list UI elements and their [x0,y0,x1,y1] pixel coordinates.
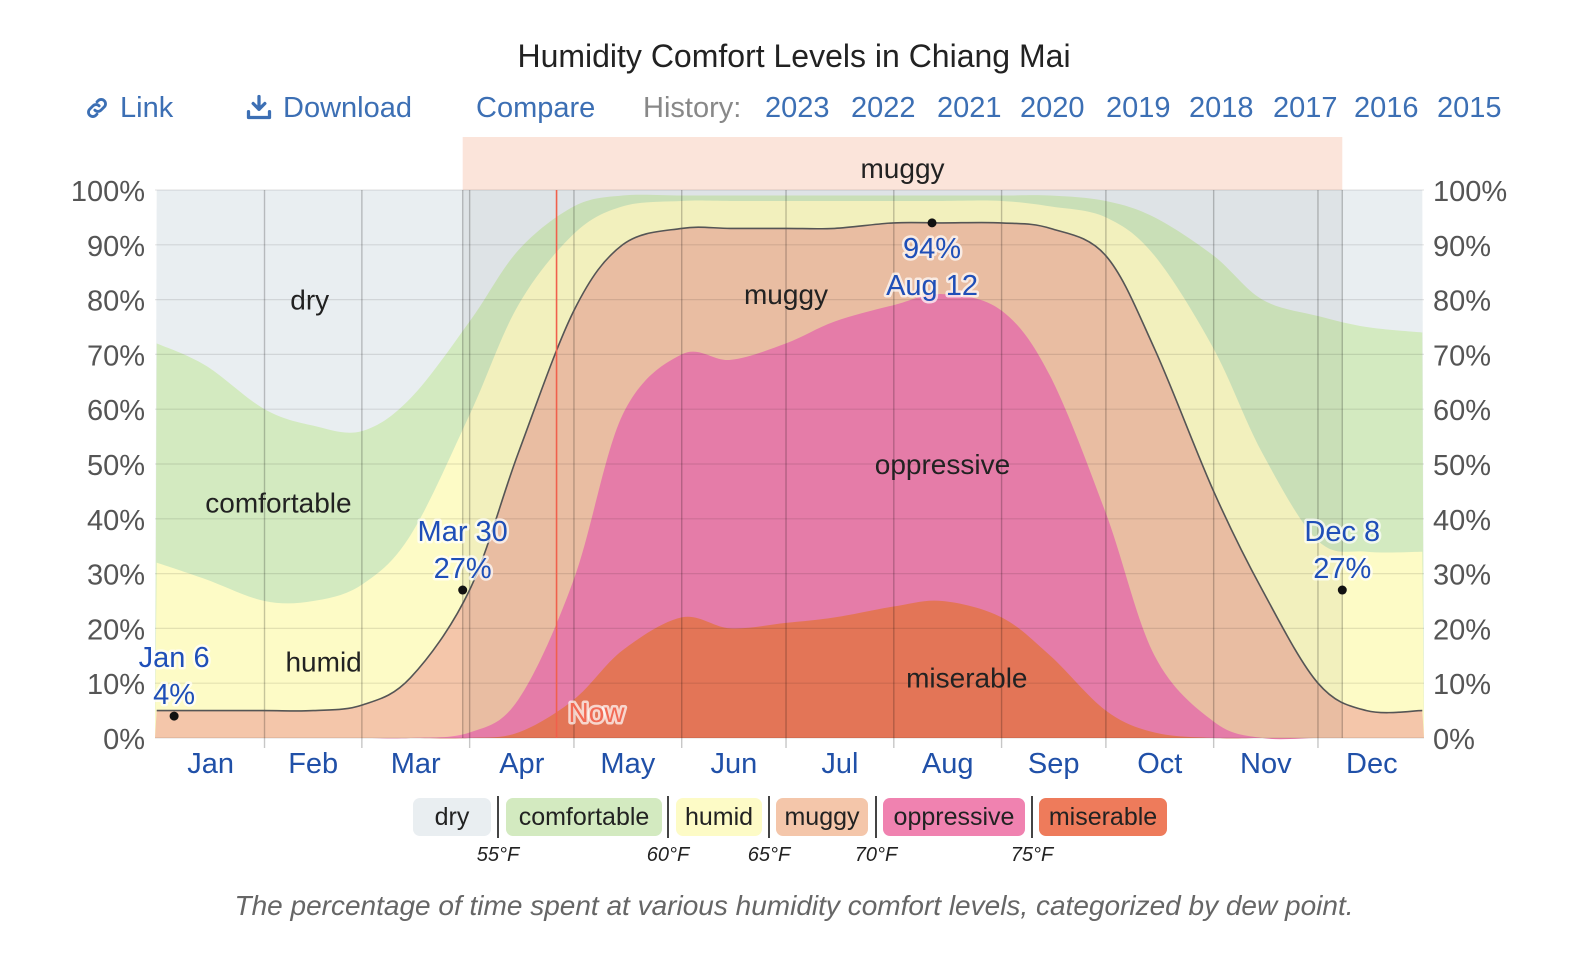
y-tick-label-right: 80% [1433,286,1491,318]
y-tick-label-right: 0% [1433,724,1475,756]
legend-item-muggy: muggy [776,798,868,836]
legend-threshold: 65°F [747,844,791,866]
compare-button[interactable]: Compare [476,92,596,124]
x-tick-label-month: Jan [187,748,234,780]
history-year-2015[interactable]: 2015 [1437,92,1502,124]
link-label: Link [120,92,174,124]
download-label: Download [283,92,412,124]
legend-threshold: 55°F [476,844,520,866]
y-tick-label-right: 10% [1433,669,1491,701]
x-tick-label-month: Feb [288,748,338,780]
y-tick-label-right: 20% [1433,614,1491,646]
y-tick-label-left: 50% [87,450,145,482]
band-label-dry: dry [290,285,329,316]
x-tick-label-month: Aug [922,748,974,780]
x-tick-label-month: Mar [391,748,441,780]
history-year-2018[interactable]: 2018 [1189,92,1254,124]
annotation-value: 94% [903,233,961,265]
legend-item-dry: dry [413,798,491,836]
legend-threshold: 75°F [1010,844,1054,866]
band-label-oppressive: oppressive [875,449,1010,480]
area-oppressive [155,294,1424,740]
history-year-2022[interactable]: 2022 [851,92,916,124]
humidity-chart: muggy Now dry comfortable humid muggy oppressi… [71,137,1507,780]
legend-item-comfortable: comfortable [506,798,662,836]
y-tick-label-left: 80% [87,286,145,318]
y-tick-label-right: 60% [1433,395,1491,427]
annotation-value: 4% [153,679,195,711]
history-year-2019[interactable]: 2019 [1106,92,1171,124]
area-miserable [155,600,1424,739]
legend-item-humid: humid [676,798,762,836]
annotation-point [927,218,937,228]
x-tick-label-month: Oct [1137,748,1182,780]
x-tick-label-month: Nov [1240,748,1292,780]
y-tick-label-left: 60% [87,395,145,427]
legend-separator [875,796,877,838]
link-icon [87,98,107,118]
history-year-2017[interactable]: 2017 [1273,92,1338,124]
x-tick-label-month: Sep [1028,748,1080,780]
legend-separator [768,796,770,838]
annotation-point [458,585,468,595]
history-year-2016[interactable]: 2016 [1354,92,1419,124]
band-label-muggy: muggy [744,279,828,310]
now-label: Now [569,697,626,728]
y-tick-label-left: 40% [87,505,145,537]
y-tick-label-right: 50% [1433,450,1491,482]
band-label-miserable: miserable [906,663,1027,694]
legend-separator [497,796,499,838]
y-tick-label-right: 30% [1433,560,1491,592]
y-tick-label-left: 0% [103,724,145,756]
legend-item-miserable: miserable [1039,798,1167,836]
y-tick-label-left: 10% [87,669,145,701]
link-button[interactable]: Link [84,92,173,125]
y-tick-label-left: 30% [87,560,145,592]
x-tick-label-month: Apr [499,748,544,780]
muggy-season-shade [462,190,1343,738]
legend-threshold: 70°F [854,844,898,866]
download-icon [246,94,272,120]
annotation-value: 27% [1313,553,1371,585]
annotation-point [169,711,179,721]
band-label-humid: humid [285,646,361,677]
history-year-2023[interactable]: 2023 [765,92,830,124]
y-tick-label-left: 90% [87,231,145,263]
x-tick-label-month: Jun [710,748,757,780]
y-tick-label-left: 100% [71,176,145,208]
legend-threshold: 60°F [646,844,690,866]
history-year-2021[interactable]: 2021 [937,92,1002,124]
download-button[interactable]: Download [245,92,412,125]
y-tick-label-right: 100% [1433,176,1507,208]
y-tick-label-left: 70% [87,340,145,372]
muggy-or-worse-line [156,221,1423,714]
legend-separator [667,796,669,838]
muggy-season-band [462,137,1343,190]
y-tick-label-right: 90% [1433,231,1491,263]
band-label-comfortable: comfortable [205,487,351,518]
legend-item-oppressive: oppressive [883,798,1025,836]
chart-title: Humidity Comfort Levels in Chiang Mai [517,38,1071,74]
annotation-date: Aug 12 [886,270,978,302]
annotation-date: Jan 6 [139,642,210,674]
y-tick-label-right: 40% [1433,505,1491,537]
x-tick-label-month: May [600,748,655,780]
history-label: History: [643,92,742,124]
history-year-2020[interactable]: 2020 [1020,92,1085,124]
y-tick-label-left: 20% [87,614,145,646]
annotation-date: Mar 30 [418,516,508,548]
x-tick-label-month: Jul [821,748,858,780]
annotation-value: 27% [434,553,492,585]
annotation-point [1337,585,1347,595]
chart-caption: The percentage of time spent at various … [234,890,1354,921]
annotation-date: Dec 8 [1304,516,1380,548]
legend-separator [1031,796,1033,838]
toolbar: Link Download Compare History: 2023 2022… [0,92,1588,132]
x-tick-label-month: Dec [1346,748,1398,780]
muggy-season-label: muggy [860,153,944,184]
y-tick-label-right: 70% [1433,340,1491,372]
